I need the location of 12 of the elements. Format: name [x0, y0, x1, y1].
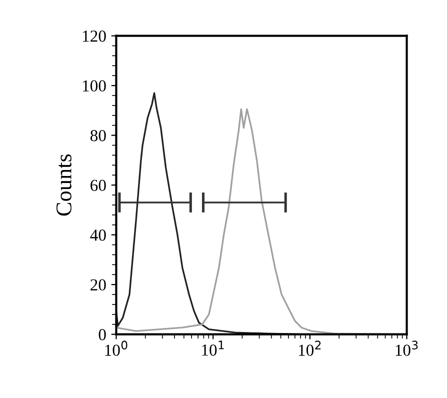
y-tick-label: 20 [90, 279, 106, 291]
y-tick-label: 0 [98, 329, 106, 340]
x-tick-label: 10$^{0}$ [105, 340, 128, 356]
y-tick-label: 40 [90, 230, 106, 241]
y-tick-label: 80 [90, 130, 106, 142]
y-tick-label: 100 [82, 80, 106, 92]
y-tick-label: 120 [82, 30, 106, 42]
x-tick-label: 10$^{1}$ [202, 340, 224, 356]
x-tick-label: 10$^{3}$ [396, 340, 418, 356]
y-axis-title: Counts [56, 154, 72, 216]
x-tick-label: 10$^{2}$ [298, 340, 321, 356]
y-tick-label: 60 [90, 180, 106, 192]
